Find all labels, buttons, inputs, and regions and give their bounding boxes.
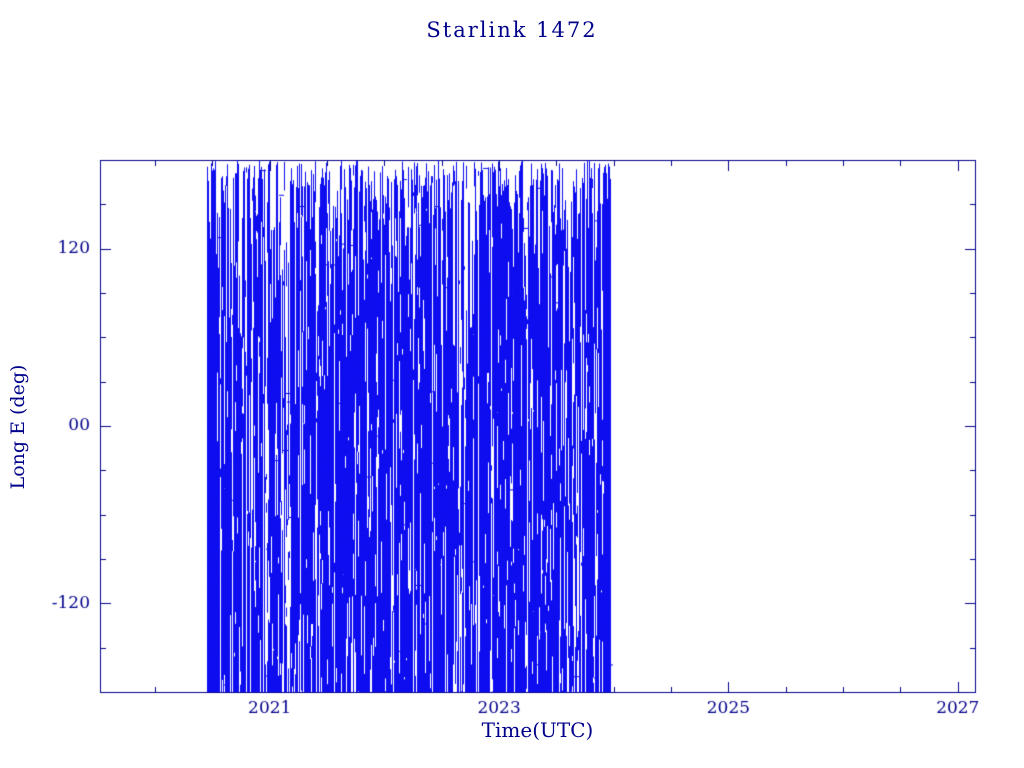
starlink-longitude-chart: Starlink 1472 Long E (deg) Time(UTC): [0, 0, 1024, 768]
chart-plot-area: [0, 0, 1024, 768]
